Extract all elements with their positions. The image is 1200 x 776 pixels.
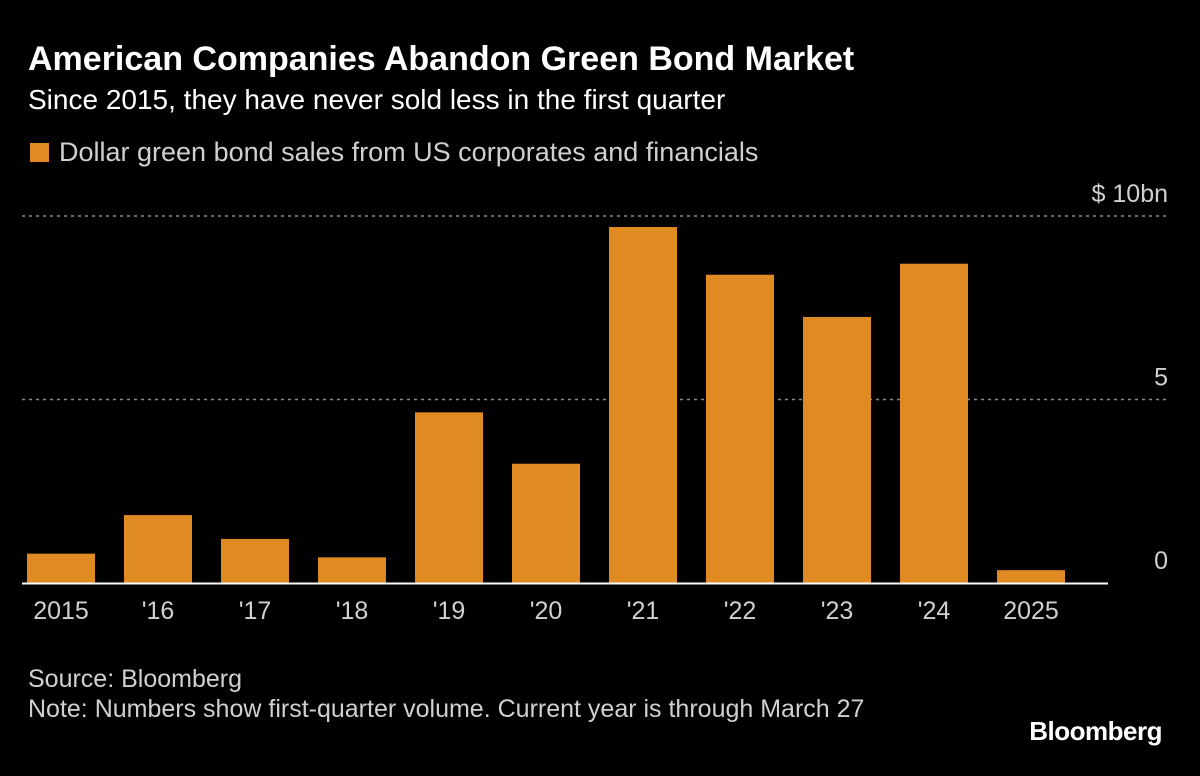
chart-title: American Companies Abandon Green Bond Ma… bbox=[28, 40, 855, 78]
x-tick-label: '18 bbox=[336, 597, 369, 625]
bar bbox=[124, 515, 192, 583]
x-tick-label: 2015 bbox=[33, 597, 89, 625]
bar bbox=[27, 553, 95, 583]
x-tick-label: '23 bbox=[821, 597, 854, 625]
chart-subtitle: Since 2015, they have never sold less in… bbox=[28, 84, 726, 115]
x-tick-label: 2025 bbox=[1003, 597, 1059, 625]
x-tick-label: '19 bbox=[433, 597, 466, 625]
source-note: Source: Bloomberg bbox=[28, 665, 243, 693]
footnote: Note: Numbers show first-quarter volume.… bbox=[28, 695, 865, 723]
bar bbox=[803, 316, 871, 583]
bar bbox=[415, 412, 483, 583]
bar bbox=[221, 538, 289, 583]
legend-swatch bbox=[30, 143, 49, 162]
x-tick-label: '17 bbox=[239, 597, 272, 625]
x-tick-label: '21 bbox=[627, 597, 660, 625]
y-tick-label: 0 bbox=[1154, 547, 1168, 575]
bar bbox=[997, 570, 1065, 583]
x-tick-label: '22 bbox=[724, 597, 757, 625]
y-tick-label: 5 bbox=[1154, 364, 1168, 392]
y-tick-label: $ 10bn bbox=[1092, 180, 1168, 208]
bar bbox=[900, 263, 968, 583]
bloomberg-logo: Bloomberg bbox=[1029, 716, 1162, 746]
bar bbox=[318, 557, 386, 583]
bar bbox=[609, 227, 677, 583]
bar bbox=[512, 463, 580, 583]
x-tick-label: '16 bbox=[142, 597, 175, 625]
x-tick-label: '24 bbox=[918, 597, 951, 625]
legend-label: Dollar green bond sales from US corporat… bbox=[59, 137, 759, 167]
x-tick-label: '20 bbox=[530, 597, 563, 625]
legend: Dollar green bond sales from US corporat… bbox=[30, 137, 758, 168]
bar bbox=[706, 274, 774, 583]
